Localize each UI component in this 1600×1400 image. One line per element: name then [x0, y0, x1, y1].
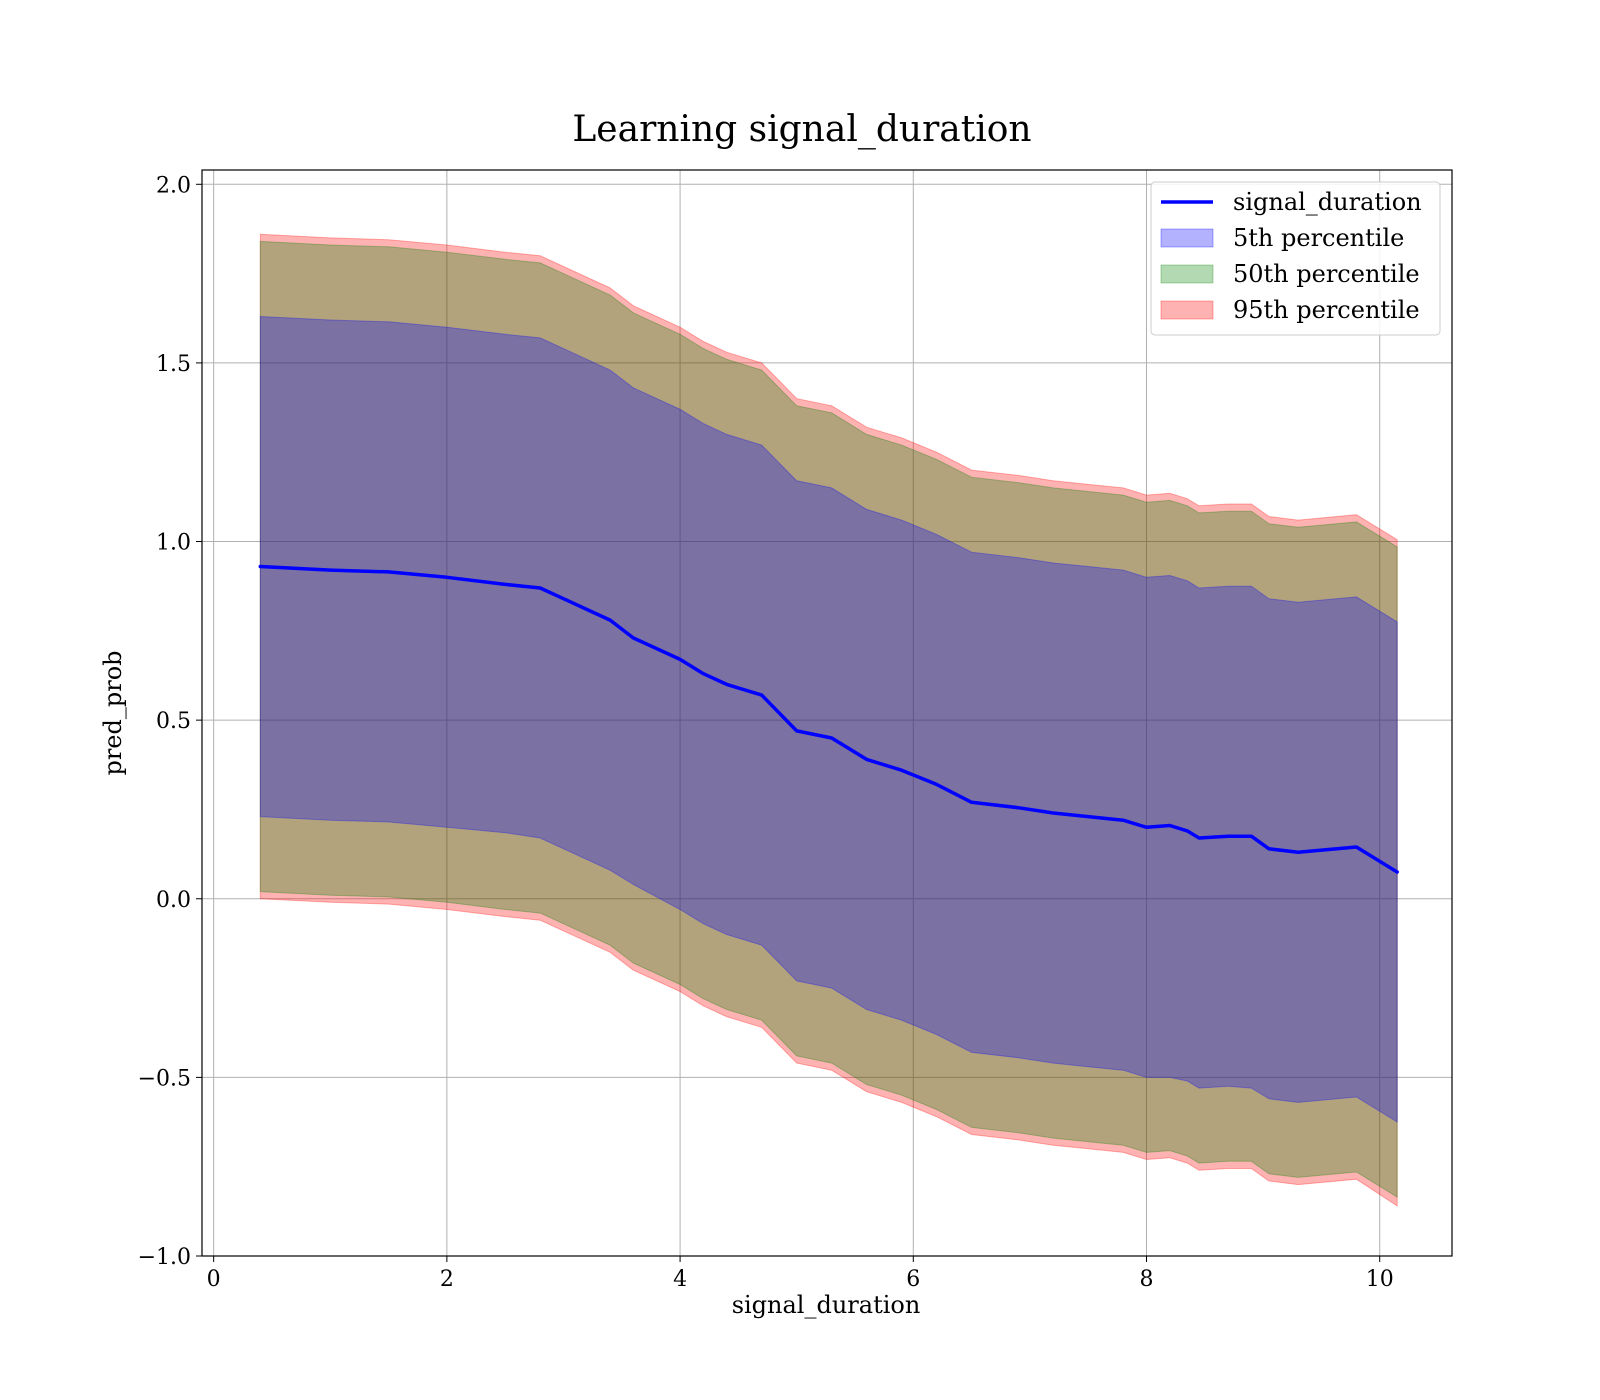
y-axis-ticks: −1.0 −0.5 0.0 0.5 1.0 1.5 2.0 — [138, 173, 202, 1270]
percentile-bands — [259, 233, 1398, 1207]
legend-swatch-3 — [1160, 300, 1214, 320]
legend-box — [1150, 181, 1441, 336]
plot-frame — [201, 169, 1453, 1257]
y-tick-label-3: 0.5 — [156, 709, 191, 734]
legend-swatch-1 — [1160, 228, 1214, 248]
y-tick-label-6: 2.0 — [156, 173, 191, 198]
band-95th-percentile — [259, 233, 1398, 1207]
grid-lines — [202, 170, 1452, 1257]
x-tick-label-5: 10 — [1366, 1267, 1394, 1292]
legend-label-2: 50th percentile — [1233, 260, 1420, 288]
band-50th-percentile — [259, 240, 1398, 1198]
series-line-signal-duration — [258, 564, 1399, 874]
x-axis-ticks: 0 2 4 6 8 10 — [207, 1256, 1394, 1292]
legend-label-3: 95th percentile — [1233, 296, 1420, 324]
band-5th-percentile — [259, 315, 1398, 1123]
y-tick-label-5: 1.5 — [156, 352, 191, 377]
mean-line-layer — [258, 564, 1399, 874]
x-tick-label-2: 4 — [673, 1267, 687, 1292]
x-axis-label: signal_duration — [732, 1291, 921, 1319]
y-tick-label-1: −0.5 — [138, 1066, 191, 1091]
chart-title: Learning signal_duration — [572, 109, 1031, 150]
legend-label-0: signal_duration — [1233, 188, 1422, 216]
y-axis-label: pred_prob — [99, 650, 127, 775]
x-tick-label-1: 2 — [440, 1267, 454, 1292]
y-tick-label-2: 0.0 — [156, 888, 191, 913]
x-tick-label-3: 6 — [906, 1267, 920, 1292]
x-tick-label-4: 8 — [1139, 1267, 1153, 1292]
legend-label-1: 5th percentile — [1233, 224, 1404, 252]
y-tick-label-0: −1.0 — [138, 1245, 191, 1270]
legend-swatch-2 — [1160, 264, 1214, 284]
legend: signal_duration 5th percentile 50th percen… — [1150, 181, 1441, 336]
x-tick-label-0: 0 — [207, 1267, 221, 1292]
y-tick-label-4: 1.0 — [156, 531, 191, 556]
